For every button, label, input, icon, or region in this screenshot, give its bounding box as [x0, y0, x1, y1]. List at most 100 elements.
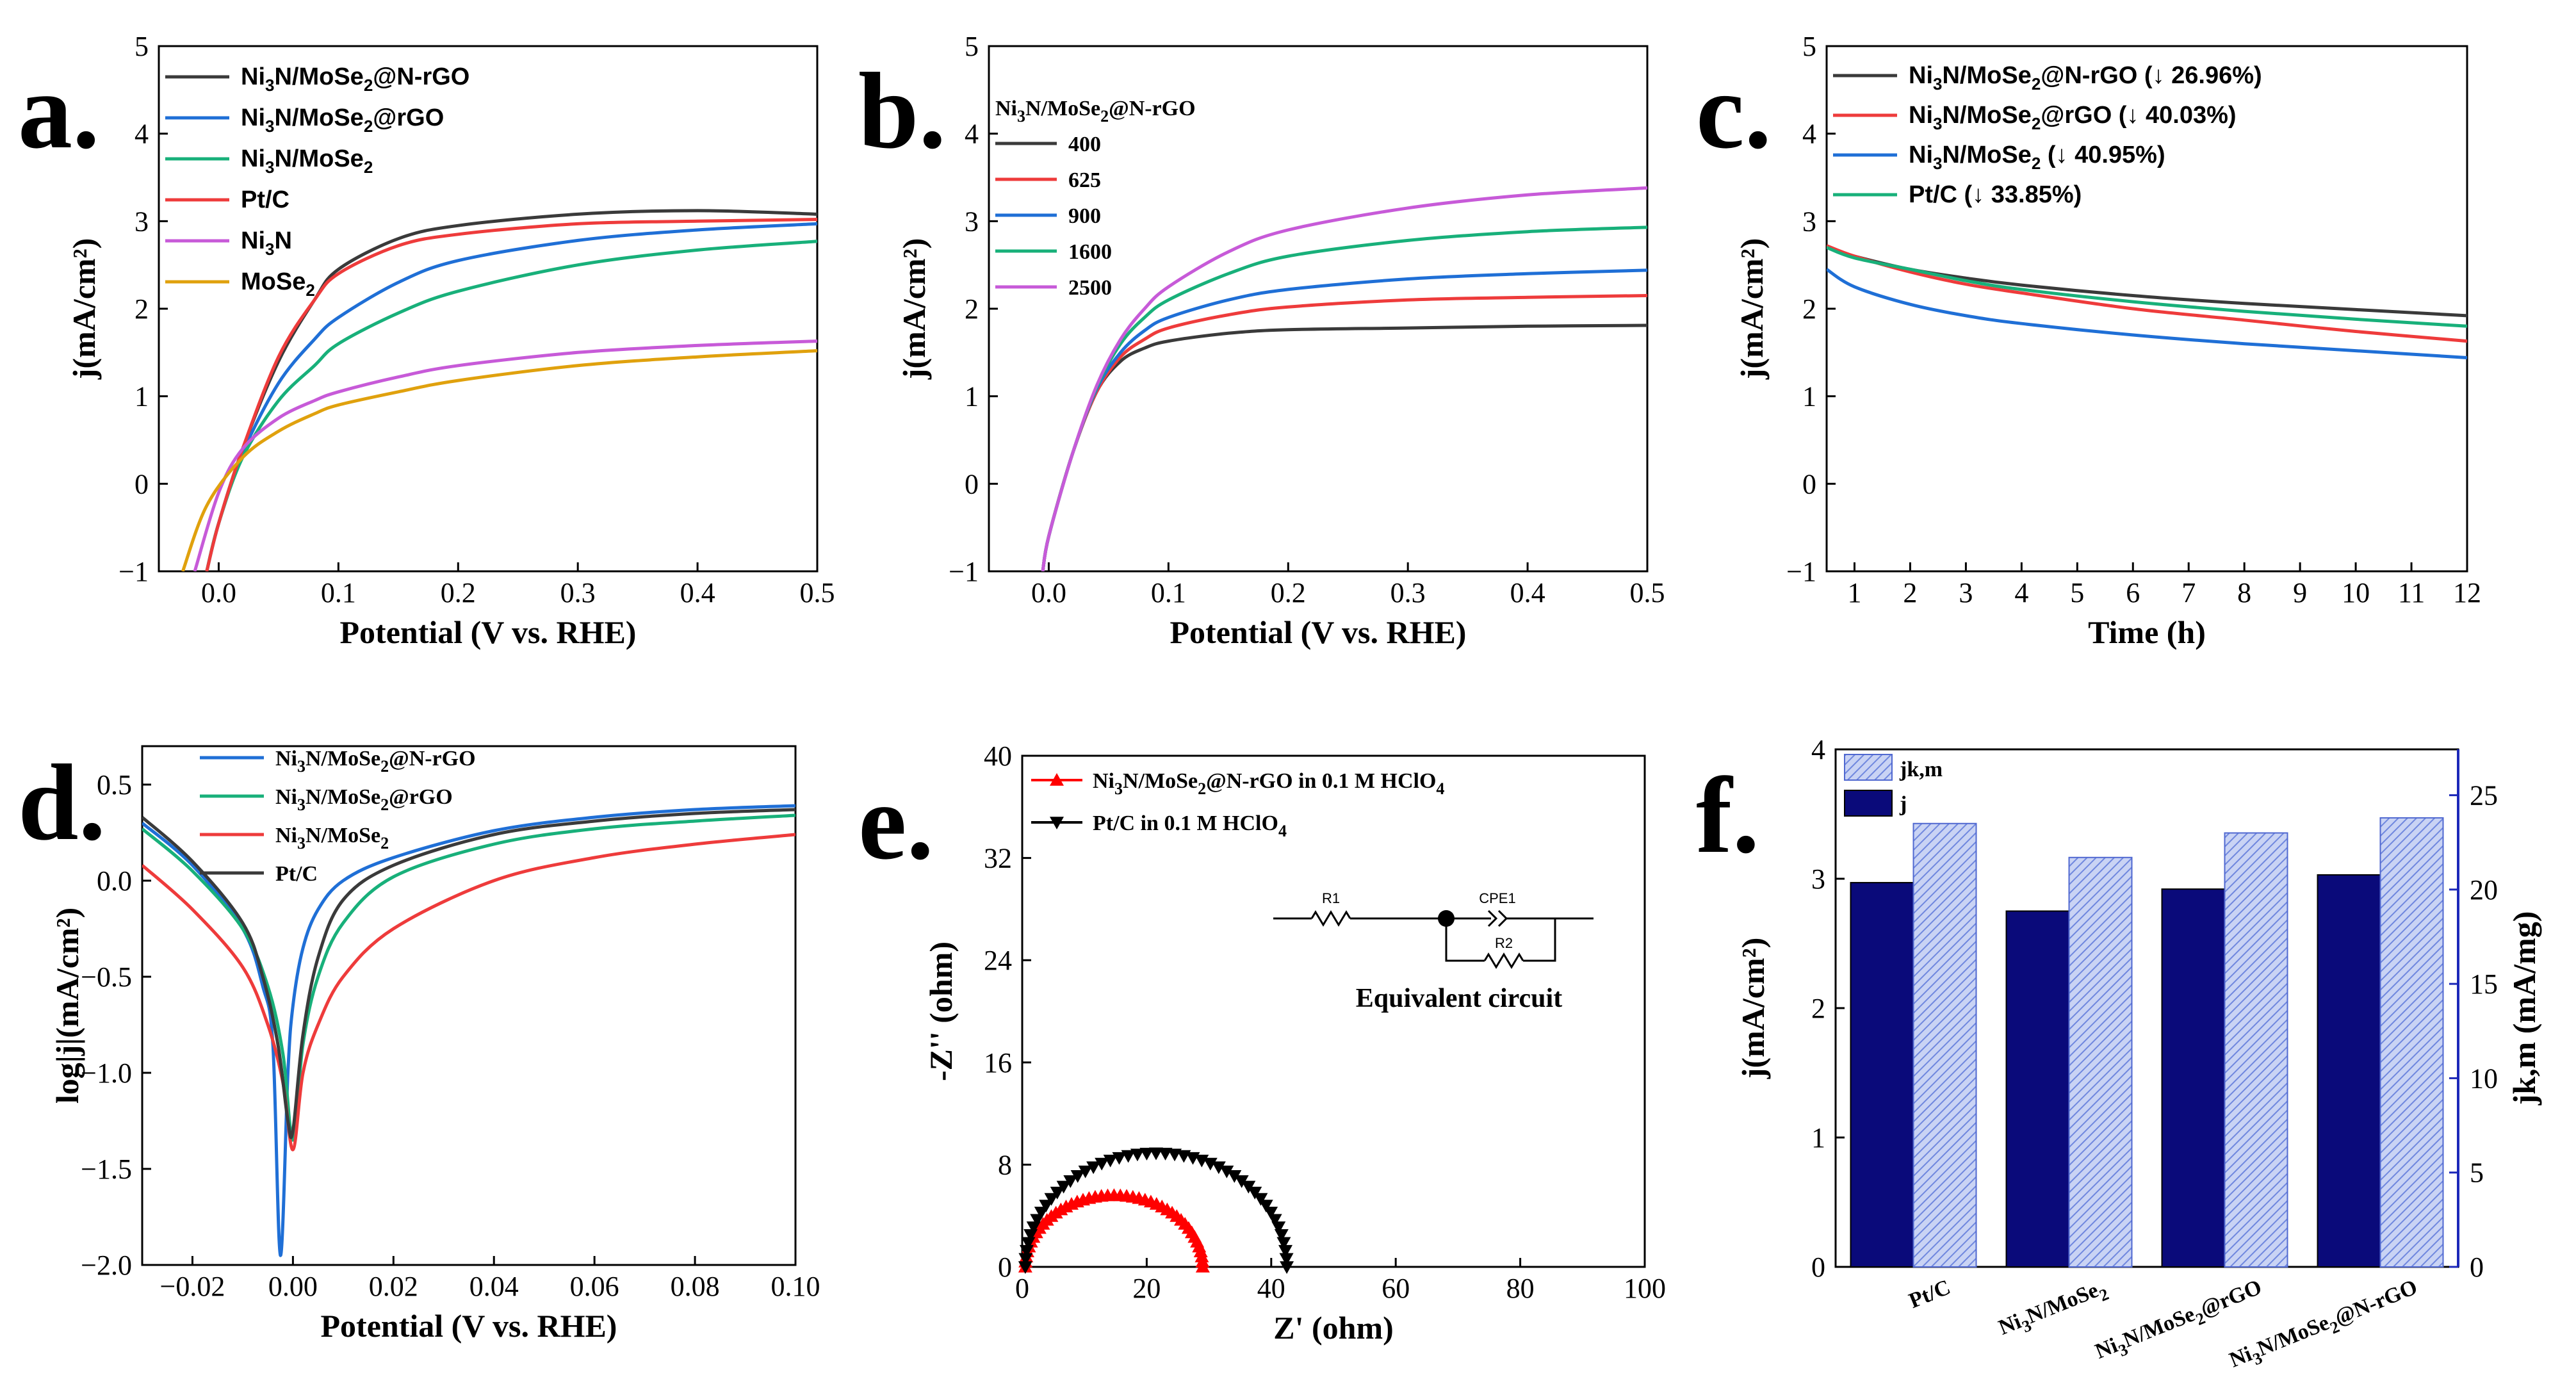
category-label: Pt/C [1905, 1275, 1953, 1313]
x-tick-label: 0.1 [1151, 577, 1186, 608]
y-tick-label: 3 [135, 206, 149, 237]
legend-swatch [1844, 790, 1893, 817]
x-tick-label: 0.08 [671, 1271, 720, 1302]
x-tick-label: 0.2 [441, 577, 476, 608]
y-tick-label: 0.0 [97, 865, 132, 897]
x-axis-label: Potential (V vs. RHE) [340, 614, 637, 650]
legend-entry: 1600 [1068, 240, 1112, 264]
legend-entry: 400 [1068, 133, 1101, 156]
cpe-plate [1487, 909, 1498, 927]
series-line [205, 209, 817, 571]
y-tick-label: −1.0 [81, 1057, 132, 1089]
bar-jkm [2068, 856, 2133, 1268]
y-tick-label: −1 [949, 556, 979, 587]
series-line [205, 218, 817, 571]
y-tick-label: 2 [135, 293, 149, 325]
data-point [1276, 1237, 1291, 1250]
bar-jkm [2379, 817, 2444, 1268]
y-tick-label: 32 [984, 843, 1012, 874]
resistor-r1 [1310, 910, 1351, 927]
x-tick-label: 1 [1847, 577, 1861, 608]
x-tick-label: 0.2 [1271, 577, 1306, 608]
legend-entry: j [1899, 792, 1907, 816]
y2-axis-label: jk,m (mA/mg) [2506, 911, 2542, 1106]
data-point [1259, 1200, 1273, 1213]
y-tick-label: 5 [1802, 31, 1816, 62]
series-line [1827, 245, 2467, 328]
y-tick-label: 3 [965, 206, 979, 237]
legend-entry: 625 [1068, 168, 1101, 192]
data-point [1253, 1193, 1268, 1206]
data-point [1274, 1229, 1289, 1242]
bar-j [1850, 882, 1914, 1268]
bar-jkm [2224, 832, 2288, 1268]
legend-entry: Pt/C [275, 862, 318, 886]
bar-j [2317, 874, 2381, 1268]
legend-title: Ni3N/MoSe2@N-rGO [995, 97, 1196, 126]
y-tick-label: 40 [984, 740, 1012, 772]
y-tick-label: −2.0 [81, 1250, 132, 1281]
data-point [1021, 1237, 1036, 1250]
y-axis-label: j(mA/cm²) [66, 238, 102, 380]
legend-entry: 900 [1068, 204, 1101, 228]
y-tick-label: 1 [135, 381, 149, 412]
y2-tick-label: 0 [2470, 1251, 2484, 1283]
equivalent-circuit: R1 CPE1 R2 Equivalent circuit [1273, 890, 1594, 1013]
panel-a: 0.0 0.1 0.2 0.3 0.4 0.5 −1 0 1 2 3 4 5 Potential (V v… [18, 31, 835, 650]
data-point [1219, 1165, 1234, 1178]
series-line [1827, 244, 2467, 343]
series-line [181, 349, 817, 571]
series-line [142, 833, 795, 1152]
panel-label: c. [1696, 51, 1772, 171]
wire [1445, 918, 1485, 962]
data-point [1195, 1260, 1210, 1273]
y-tick-label: 4 [965, 118, 979, 150]
data-point [1280, 1261, 1294, 1274]
x-tick-label: 0.06 [570, 1271, 619, 1302]
data-point [1112, 1152, 1127, 1165]
y-tick-label: 0 [1811, 1251, 1825, 1283]
series-line [1827, 268, 2467, 359]
data-point [1148, 1147, 1163, 1161]
data-point [1039, 1200, 1054, 1213]
series-line [142, 804, 795, 1257]
panel-label: d. [18, 742, 106, 863]
x-tick-label: 0.5 [800, 577, 835, 608]
x-tick-label: 100 [1624, 1273, 1666, 1304]
x-tick-label: 0.02 [369, 1271, 418, 1302]
y-tick-label: 24 [984, 945, 1012, 976]
x-tick-label: 4 [2014, 577, 2028, 608]
data-point [1268, 1214, 1282, 1227]
y2-tick-label: 5 [2470, 1157, 2484, 1189]
legend-entry: Ni3N/MoSe2 [275, 824, 389, 852]
x-tick-label: 0 [1015, 1273, 1029, 1304]
x-tick-label: 60 [1382, 1273, 1410, 1304]
y-axis-label: -Z'' (ohm) [923, 942, 959, 1081]
x-tick-label: 0.10 [771, 1271, 820, 1302]
y2-tick-label: 25 [2470, 780, 2498, 811]
legend-entry: Ni3N/MoSe2@rGO [275, 785, 453, 814]
cpe-label: CPE1 [1479, 890, 1515, 906]
data-point [1130, 1148, 1145, 1162]
data-point [1063, 1175, 1078, 1188]
x-tick-label: 40 [1257, 1273, 1285, 1304]
series-line [142, 808, 795, 1139]
y-axis-label: j(mA/cm²) [896, 238, 932, 380]
legend-marker [1050, 773, 1064, 786]
legend-entry: jk,m [1899, 758, 1943, 781]
x-tick-label: 0.4 [1510, 577, 1545, 608]
y-tick-label: 2 [965, 293, 979, 325]
data-point [1271, 1221, 1286, 1234]
data-point [1050, 1186, 1064, 1200]
x-axis-label: Potential (V vs. RHE) [321, 1308, 617, 1344]
data-point [1103, 1154, 1118, 1168]
legend-swatch [1844, 754, 1893, 781]
x-tick-label: 0.3 [560, 577, 596, 608]
y-tick-label: −1 [118, 556, 149, 587]
cpe-plate [1497, 909, 1508, 927]
y-tick-label: 1 [1811, 1122, 1825, 1154]
y2-tick-label: 10 [2470, 1063, 2498, 1094]
data-point [1211, 1161, 1226, 1175]
x-tick-label: 0.3 [1390, 577, 1426, 608]
